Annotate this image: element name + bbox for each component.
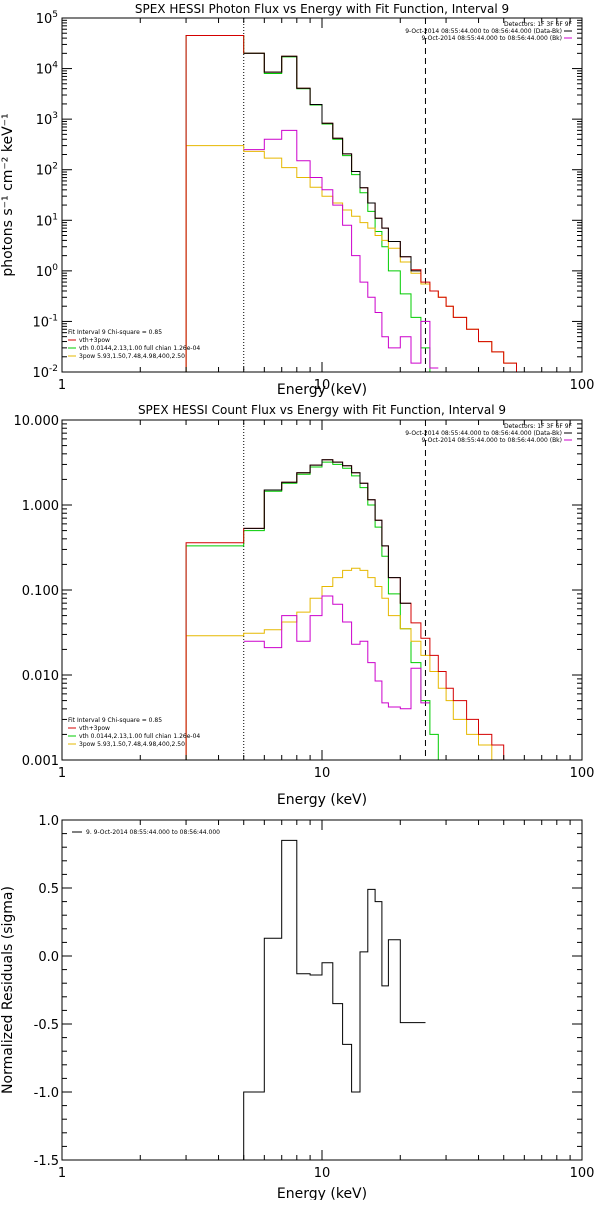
- y-tick-base: 10: [32, 366, 49, 381]
- y-tick-exponent: 3: [52, 111, 58, 121]
- y-tick-label: -0.5: [34, 1018, 59, 1033]
- y-tick-label: -1.0: [34, 1086, 59, 1101]
- y-tick-label: 0.5: [38, 882, 59, 897]
- y-tick-base: 10: [36, 164, 53, 179]
- detectors-label: Detectors: 1F 3F 6F 9F: [504, 423, 573, 430]
- y-tick-exponent: 5: [52, 10, 58, 20]
- x-tick-label: 10: [314, 1166, 331, 1181]
- legend-label: vth+3pow: [79, 725, 110, 732]
- chart-title: SPEX HESSI Count Flux vs Energy with Fit…: [138, 403, 506, 417]
- chart-resid: 1 10 100 -1.5 -1.0 -0.5 0.0 0.5 1.0 Energy (keV) N…: [0, 814, 595, 1202]
- series-line-thermal: [185, 461, 447, 760]
- y-axis-label: Normalized Residuals (sigma): [0, 886, 16, 1094]
- series-line-total_fit: [185, 459, 517, 760]
- legend-label: 3pow 5.93,1.50,7.48,4.98,400,2.50: [79, 353, 185, 360]
- y-axis-label: photons s⁻¹ cm⁻² keV⁻¹: [0, 113, 16, 276]
- x-tick-label: 1: [58, 766, 66, 781]
- series-line-power_law: [185, 145, 531, 372]
- legend-title: Fit Interval 9 Chi-square = 0.85: [68, 717, 162, 724]
- legend-label: 3pow 5.93,1.50,7.48,4.98,400,2.50: [79, 741, 185, 748]
- x-axis-label: Energy (keV): [277, 1186, 367, 1200]
- y-tick-base: 10: [36, 214, 53, 229]
- x-tick-label: 100: [570, 378, 595, 393]
- legend-title: Fit Interval 9 Chi-square = 0.85: [68, 329, 162, 336]
- legend-label: vth 0.0144,2.13,1.00 full chian 1.26e-04: [79, 345, 200, 352]
- y-tick-base: 10: [32, 315, 49, 330]
- y-tick-label: 104: [36, 61, 59, 78]
- series-line-data: [243, 52, 421, 272]
- y-tick-label: 100: [36, 263, 59, 280]
- chart-title: SPEX HESSI Photon Flux vs Energy with Fi…: [135, 2, 509, 16]
- x-tick-label: 1: [58, 378, 66, 393]
- series-line-thermal: [185, 35, 439, 372]
- x-tick-label: 100: [570, 766, 595, 781]
- y-tick-label: 10.000: [14, 414, 60, 429]
- y-tick-label: 0.001: [22, 754, 59, 769]
- x-tick-label: 1: [58, 1166, 66, 1181]
- y-tick-label: 103: [36, 111, 58, 128]
- time-interval-label: 9-Oct-2014 08:55:44.000 to 08:56:44.000 …: [405, 430, 562, 437]
- y-tick-base: 10: [36, 265, 53, 280]
- detectors-label: Detectors: 1F 3F 6F 9F: [504, 21, 573, 28]
- y-tick-label: 0.100: [22, 584, 59, 599]
- y-tick-label: 1.000: [22, 499, 59, 514]
- chart-count: 1 10 100 0.001 0.010 0.100 1.000 10.000 SPEX HES…: [14, 403, 595, 808]
- y-tick-base: 10: [36, 12, 53, 27]
- x-axis-label: Energy (keV): [277, 382, 367, 398]
- series-line-background: [243, 595, 430, 710]
- legend-label: 9. 9-Oct-2014 08:55:44.000 to 08:56:44.0…: [86, 829, 220, 836]
- x-tick-label: 100: [570, 1166, 595, 1181]
- y-tick-label: 0.010: [22, 669, 59, 684]
- time-interval-label: 9-Oct-2014 08:55:44.000 to 08:56:44.000 …: [405, 28, 562, 35]
- y-tick-exponent: 2: [52, 162, 58, 172]
- y-tick-exponent: 0: [52, 263, 58, 273]
- y-tick-exponent: -2: [49, 364, 58, 374]
- legend-label: vth+3pow: [79, 337, 110, 344]
- y-tick-label: 102: [36, 162, 58, 179]
- y-tick-label: 1.0: [38, 814, 59, 829]
- y-tick-exponent: 4: [52, 61, 58, 71]
- series-line-data: [243, 839, 426, 1160]
- y-tick-label: 10-2: [32, 364, 58, 381]
- x-axis-label: Energy (keV): [277, 792, 367, 808]
- plot-frame: [61, 819, 583, 1161]
- series-line-data: [243, 459, 411, 604]
- y-tick-exponent: -1: [49, 313, 58, 323]
- y-tick-label: 101: [36, 212, 58, 229]
- y-tick-label: 0.0: [38, 950, 59, 965]
- x-tick-label: 10: [314, 378, 331, 393]
- y-tick-exponent: 1: [52, 212, 58, 222]
- y-tick-base: 10: [36, 63, 53, 78]
- y-tick-label: 105: [36, 10, 58, 27]
- y-tick-label: 10-1: [32, 313, 58, 330]
- time-interval-label: 9-Oct-2014 08:55:44.000 to 08:56:44.000 …: [422, 437, 563, 444]
- series-line-background: [243, 129, 439, 369]
- series-line-power_law: [185, 567, 505, 760]
- time-interval-label: 9-Oct-2014 08:55:44.000 to 08:56:44.000 …: [422, 35, 563, 42]
- x-tick-label: 10: [314, 766, 331, 781]
- series-line-total_fit: [185, 35, 531, 372]
- y-tick-label: -1.5: [34, 1154, 59, 1169]
- y-tick-base: 10: [36, 113, 53, 128]
- legend-label: vth 0.0144,2.13,1.00 full chian 1.26e-04: [79, 733, 200, 740]
